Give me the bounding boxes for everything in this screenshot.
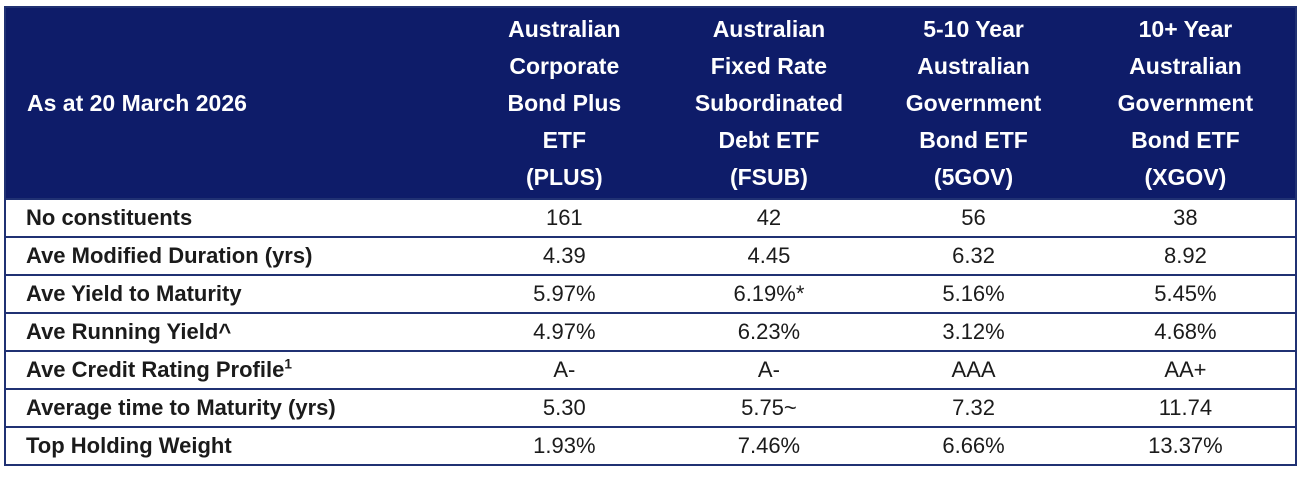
column-header-plus: Australian Corporate Bond Plus ETF (PLUS…: [462, 7, 667, 199]
column-header-xgov: 10+ Year Australian Government Bond ETF …: [1075, 7, 1296, 199]
row-label-text: Ave Running Yield^: [26, 319, 232, 344]
value-cell-5gov: 56: [871, 198, 1076, 238]
column-header-line: (XGOV): [1144, 163, 1227, 190]
column-header-line: Government: [1117, 89, 1254, 116]
value-cell-fsub: 42: [666, 198, 872, 238]
column-header-line: Bond ETF: [1131, 126, 1240, 153]
value-cell-xgov: 4.68%: [1075, 312, 1296, 352]
row-label-text: No constituents: [26, 205, 193, 230]
value-cell-xgov: 5.45%: [1075, 274, 1296, 314]
value-cell-plus: 4.97%: [462, 312, 667, 352]
value-cell-5gov: AAA: [871, 350, 1076, 390]
table-header: As at 20 March 2026 Australian Corporate…: [5, 7, 1296, 199]
row-label: Ave Modified Duration (yrs): [5, 236, 463, 276]
value-cell-xgov: AA+: [1075, 350, 1296, 390]
row-label: Ave Running Yield^: [5, 312, 463, 352]
value-cell-5gov: 3.12%: [871, 312, 1076, 352]
value-cell-5gov: 7.32: [871, 388, 1076, 428]
value-cell-xgov: 38: [1075, 198, 1296, 238]
value-cell-5gov: 5.16%: [871, 274, 1076, 314]
column-header-5gov: 5-10 Year Australian Government Bond ETF…: [871, 7, 1076, 199]
table-row-yield-to-maturity: Ave Yield to Maturity 5.97% 6.19%* 5.16%…: [5, 274, 1296, 314]
table-row-no-constituents: No constituents 161 42 56 38: [5, 198, 1296, 238]
value-cell-fsub: 6.19%*: [666, 274, 872, 314]
value-cell-fsub: 7.46%: [666, 426, 872, 466]
column-header-line: ETF: [542, 126, 587, 153]
value-cell-xgov: 8.92: [1075, 236, 1296, 276]
table-row-modified-duration: Ave Modified Duration (yrs) 4.39 4.45 6.…: [5, 236, 1296, 276]
value-cell-plus: 161: [462, 198, 667, 238]
column-header-line: Corporate: [509, 52, 620, 79]
column-header-line: Fixed Rate: [710, 52, 828, 79]
column-header-line: Bond ETF: [919, 126, 1028, 153]
row-label: No constituents: [5, 198, 463, 238]
value-cell-plus: 5.97%: [462, 274, 667, 314]
value-cell-fsub: 4.45: [666, 236, 872, 276]
row-label-text: Top Holding Weight: [26, 433, 232, 458]
column-header-line: Debt ETF: [718, 126, 820, 153]
row-label-text: Average time to Maturity (yrs): [26, 395, 336, 420]
column-header-line: Australian: [917, 52, 1030, 79]
row-label: Ave Credit Rating Profile1: [5, 350, 463, 390]
column-header-line: Government: [905, 89, 1042, 116]
value-cell-fsub: 5.75~: [666, 388, 872, 428]
value-cell-fsub: A-: [666, 350, 872, 390]
value-cell-plus: 1.93%: [462, 426, 667, 466]
value-cell-5gov: 6.66%: [871, 426, 1076, 466]
table-row-top-holding-weight: Top Holding Weight 1.93% 7.46% 6.66% 13.…: [5, 426, 1296, 466]
table-row-time-to-maturity: Average time to Maturity (yrs) 5.30 5.75…: [5, 388, 1296, 428]
row-label-text: Ave Yield to Maturity: [26, 281, 242, 306]
value-cell-5gov: 6.32: [871, 236, 1076, 276]
column-header-line: Subordinated: [694, 89, 844, 116]
table-row-running-yield: Ave Running Yield^ 4.97% 6.23% 3.12% 4.6…: [5, 312, 1296, 352]
row-label-text: Ave Credit Rating Profile: [26, 357, 285, 382]
value-cell-plus: 4.39: [462, 236, 667, 276]
value-cell-plus: A-: [462, 350, 667, 390]
row-label-text: Ave Modified Duration (yrs): [26, 243, 313, 268]
date-header-cell: As at 20 March 2026: [5, 7, 463, 199]
etf-comparison-table: As at 20 March 2026 Australian Corporate…: [4, 6, 1297, 466]
column-header-fsub: Australian Fixed Rate Subordinated Debt …: [666, 7, 872, 199]
column-header-line: Bond Plus: [507, 89, 622, 116]
column-header-line: 10+ Year: [1138, 15, 1233, 42]
as-at-date: As at 20 March 2026: [27, 89, 247, 116]
row-label-superscript: 1: [284, 356, 292, 372]
column-header-line: Australian: [712, 15, 826, 42]
row-label: Ave Yield to Maturity: [5, 274, 463, 314]
column-header-line: 5-10 Year: [923, 15, 1024, 42]
column-header-line: Australian: [1129, 52, 1242, 79]
column-header-line: (FSUB): [729, 163, 808, 190]
table-body: No constituents 161 42 56 38 Ave Modifie…: [5, 198, 1296, 466]
value-cell-xgov: 13.37%: [1075, 426, 1296, 466]
column-header-line: (PLUS): [525, 163, 603, 190]
value-cell-xgov: 11.74: [1075, 388, 1296, 428]
header-row: As at 20 March 2026 Australian Corporate…: [5, 7, 1296, 199]
column-header-line: Australian: [508, 15, 621, 42]
value-cell-fsub: 6.23%: [666, 312, 872, 352]
table-row-credit-rating: Ave Credit Rating Profile1 A- A- AAA AA+: [5, 350, 1296, 390]
page: As at 20 March 2026 Australian Corporate…: [4, 6, 1297, 466]
row-label: Top Holding Weight: [5, 426, 463, 466]
value-cell-plus: 5.30: [462, 388, 667, 428]
row-label: Average time to Maturity (yrs): [5, 388, 463, 428]
column-header-line: (5GOV): [933, 163, 1014, 190]
